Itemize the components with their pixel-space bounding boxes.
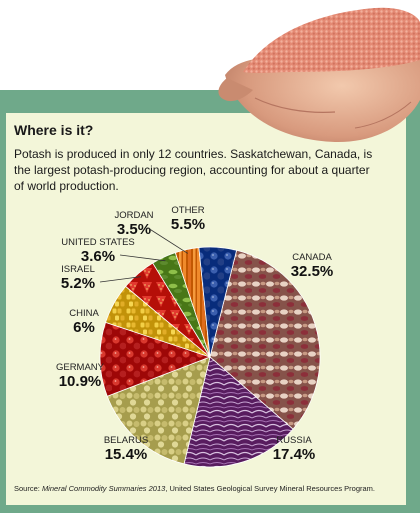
slice-value-canada: 32.5% [291,263,334,280]
slice-label-russia: RUSSIA [276,435,312,446]
slice-label-israel: ISRAEL [61,264,95,275]
slice-value-belarus: 15.4% [105,446,148,463]
leader-line-israel [99,276,141,283]
hand-with-potash-image [218,7,420,143]
leader-line-united-states [119,254,166,262]
slice-value-china: 6% [73,319,95,336]
slice-label-united-states: UNITED STATES [61,237,135,248]
slice-value-united-states: 3.6% [81,248,115,265]
source-suffix: , United States Geological Survey Minera… [165,484,376,493]
source-note: Source: Mineral Commodity Summaries 2013… [14,484,404,493]
slice-value-germany: 10.9% [59,373,102,390]
chart-intro-text: Potash is produced in only 12 countries.… [14,147,373,193]
source-title: Mineral Commodity Summaries 2013 [41,484,166,493]
pie-slice-russia [183,356,294,468]
pie-slice-germany [99,321,212,397]
source-prefix: Source: [14,484,42,493]
slice-value-israel: 5.2% [61,275,95,292]
slice-label-jordan: JORDAN [114,210,153,221]
slice-label-canada: CANADA [292,252,332,263]
slice-label-other: OTHER [171,205,204,216]
slice-label-belarus: BELARUS [104,435,148,446]
slice-label-germany: GERMANY [56,362,105,373]
slice-value-jordan: 3.5% [117,221,151,238]
pie-slice-canada [209,249,321,430]
slice-label-china: CHINA [69,308,99,319]
pie-slice-other [198,246,238,358]
chart-heading: Where is it? [14,122,94,138]
slice-value-russia: 17.4% [273,446,316,463]
leader-line-jordan [147,227,189,254]
slice-value-other: 5.5% [171,216,205,233]
pie-slice-belarus [106,356,211,465]
